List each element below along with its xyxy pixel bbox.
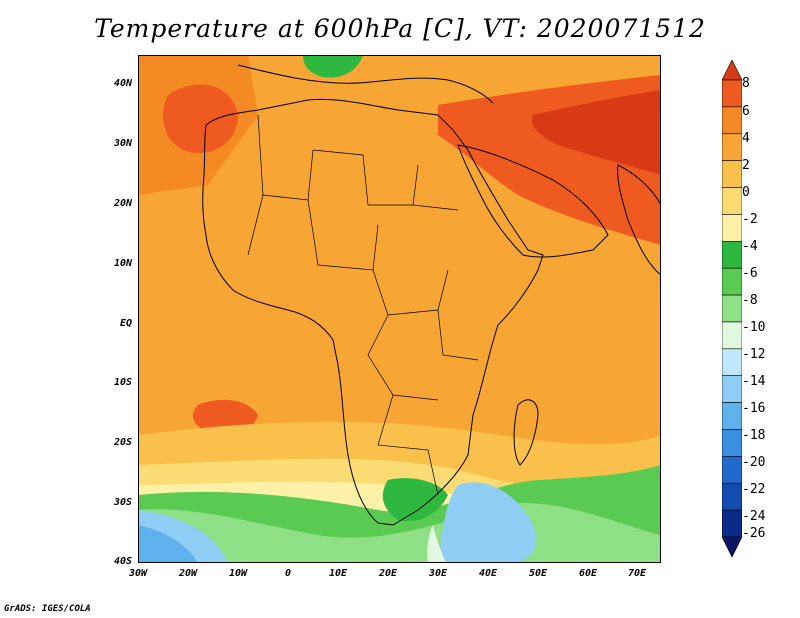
x-tick-label: 20W (178, 568, 198, 579)
colorbar-label: 0 (742, 185, 750, 200)
credit-label: GrADS: IGES/COLA (4, 604, 91, 614)
field-cold-sw-deep (138, 525, 198, 563)
y-tick-label: 20N (113, 198, 132, 209)
madagascar-coastline (513, 399, 539, 466)
x-tick-label: 60E (578, 568, 598, 579)
india-coastline (617, 164, 661, 276)
colorbar-swatch (722, 267, 742, 296)
colorbar-label: -22 (742, 482, 766, 497)
y-tick-label: 30N (113, 138, 132, 149)
colorbar-label: 4 (742, 131, 750, 146)
field-2to4-central (148, 255, 661, 415)
field-green-europe (303, 55, 363, 78)
colorbar-swatch (722, 160, 742, 188)
colorbar-swatch (722, 133, 742, 161)
colorbar-label: 2 (742, 158, 750, 173)
colorbar-label: -8 (742, 293, 758, 308)
y-tick-label: 10S (113, 377, 132, 388)
colorbar-label: -4 (742, 239, 758, 254)
colorbar-swatch (722, 214, 742, 242)
colorbar-label: 6 (742, 104, 750, 119)
y-tick-label: EQ (119, 318, 132, 329)
y-tick-label: 20S (113, 437, 132, 448)
field-4to6-patch-atlantic (163, 84, 238, 154)
europe-coastline (237, 64, 494, 104)
colorbar-label: 8 (742, 76, 750, 91)
x-tick-label: 20E (378, 568, 398, 579)
colorbar-label: -16 (742, 401, 766, 416)
colorbar-swatch (722, 187, 742, 215)
y-tick-label: 40S (113, 556, 132, 567)
field-green-safrica (382, 478, 448, 522)
country-borders (247, 114, 479, 496)
colorbar-label: -26 (742, 526, 766, 541)
colorbar-label: -6 (742, 266, 758, 281)
colorbar-swatch (722, 60, 742, 81)
map-border (138, 55, 661, 563)
colorbar-swatch (722, 402, 742, 430)
field-6to8-iran (531, 90, 661, 175)
x-tick-label: 70E (627, 568, 647, 579)
y-tick-label: 40N (113, 78, 132, 89)
colorbar-label: -10 (742, 320, 766, 335)
arabia-coastline (457, 144, 609, 258)
y-tick-label: 10N (113, 258, 132, 269)
x-tick-label: 10E (328, 568, 348, 579)
colorbar-swatch (722, 429, 742, 457)
x-tick-label: 30E (428, 568, 448, 579)
x-tick-label: 10W (228, 568, 248, 579)
x-tick-label: 50E (528, 568, 548, 579)
colorbar-label: -14 (742, 374, 766, 389)
colorbar-swatch (722, 456, 742, 484)
temperature-map (138, 55, 661, 563)
colorbar-label: -18 (742, 428, 766, 443)
chart-title: Temperature at 600hPa [C], VT: 202007151… (94, 14, 706, 43)
colorbar-label: -12 (742, 347, 766, 362)
colorbar-swatch (722, 106, 742, 135)
colorbar-swatch (722, 375, 742, 403)
colorbar-swatch (722, 240, 742, 269)
colorbar-label: -20 (742, 455, 766, 470)
colorbar-label: -24 (742, 509, 766, 524)
field-cold-se (438, 482, 537, 563)
colorbar-swatch (722, 321, 742, 350)
x-tick-label: 40E (478, 568, 498, 579)
colorbar-swatch (722, 536, 742, 557)
africa-coastline (202, 98, 544, 526)
x-tick-label: 0 (284, 568, 292, 579)
colorbar-swatch (722, 348, 742, 377)
y-tick-label: 30S (113, 497, 132, 508)
colorbar (722, 60, 742, 557)
x-tick-label: 30W (128, 568, 148, 579)
colorbar-label: -2 (742, 212, 758, 227)
colorbar-swatch (722, 482, 742, 511)
colorbar-swatch (722, 294, 742, 323)
colorbar-swatch (722, 509, 742, 538)
colorbar-swatch (722, 79, 742, 108)
field-cold-se-white (427, 525, 446, 563)
